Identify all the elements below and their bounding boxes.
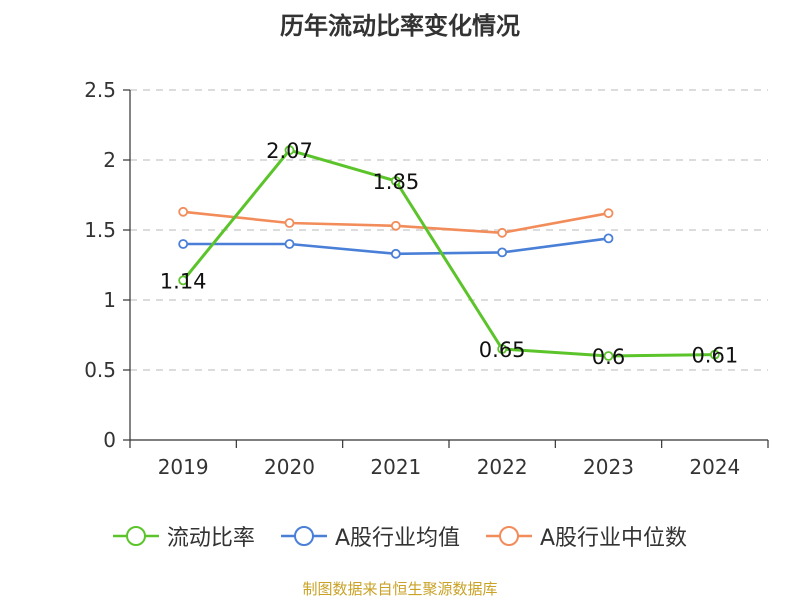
data-point[interactable] — [390, 176, 401, 186]
x-tick-label: 2022 — [477, 455, 528, 479]
x-tick-label: 2020 — [264, 455, 315, 479]
source-footer: 制图数据来自恒生聚源数据库 — [302, 580, 498, 598]
data-point[interactable] — [603, 208, 614, 219]
legend-item-current-ratio[interactable]: 流动比率 — [112, 520, 255, 552]
chart-title: 历年流动比率变化情况 — [280, 12, 520, 40]
data-point[interactable] — [178, 206, 189, 217]
data-label: 1.85 — [372, 170, 419, 194]
y-tick-label: 1 — [103, 288, 116, 312]
data-point[interactable] — [284, 239, 295, 249]
data-point[interactable] — [284, 145, 295, 156]
data-label: 0.65 — [479, 338, 526, 362]
data-point[interactable] — [603, 233, 614, 244]
series-lines — [178, 145, 720, 361]
legend-item-industry-median[interactable]: A股行业中位数 — [486, 520, 687, 552]
x-tick-label: 2021 — [370, 455, 421, 479]
data-point[interactable] — [390, 220, 401, 231]
data-point[interactable] — [497, 344, 508, 354]
data-point[interactable] — [709, 349, 720, 360]
legend: 流动比率 A股行业均值 A股行业中位数 — [0, 520, 800, 552]
y-tick-label: 2.5 — [84, 78, 116, 102]
legend-label-current-ratio: 流动比率 — [166, 526, 255, 551]
y-tick-label: 1.5 — [84, 218, 116, 242]
data-point[interactable] — [284, 218, 295, 228]
data-point[interactable] — [178, 239, 189, 249]
legend-swatch-industry-average — [280, 526, 327, 546]
series-line — [182, 148, 715, 358]
y-tick-label: 2 — [103, 148, 116, 172]
y-tick-label: 0 — [103, 428, 116, 452]
data-labels: 1.14 2.07 1.85 0.65 0.6 0.61 — [160, 139, 738, 369]
x-tick-label: 2024 — [689, 455, 740, 479]
grid-lines — [130, 89, 768, 371]
data-point[interactable] — [390, 248, 401, 259]
legend-item-industry-average[interactable]: A股行业均值 — [280, 520, 460, 552]
legend-label-industry-median: A股行业中位数 — [540, 526, 688, 551]
x-tick-label: 2023 — [583, 455, 634, 479]
y-tick-label: 0.5 — [84, 358, 116, 382]
data-label: 0.6 — [592, 345, 625, 369]
legend-swatch-current-ratio — [112, 526, 159, 546]
data-point[interactable] — [178, 275, 189, 286]
data-label: 2.07 — [266, 139, 313, 163]
legend-swatch-industry-median — [486, 526, 532, 546]
x-tick-label: 2019 — [158, 455, 209, 479]
data-point[interactable] — [497, 227, 508, 238]
data-point[interactable] — [603, 351, 614, 361]
legend-label-industry-average: A股行业均值 — [334, 526, 460, 551]
axes: 0 0.5 1 1.5 2 2.5 2019 2020 2021 2022 2023 2024 — [84, 78, 769, 479]
data-point[interactable] — [497, 247, 508, 258]
data-label: 0.61 — [691, 344, 738, 368]
data-label: 1.14 — [160, 269, 207, 293]
